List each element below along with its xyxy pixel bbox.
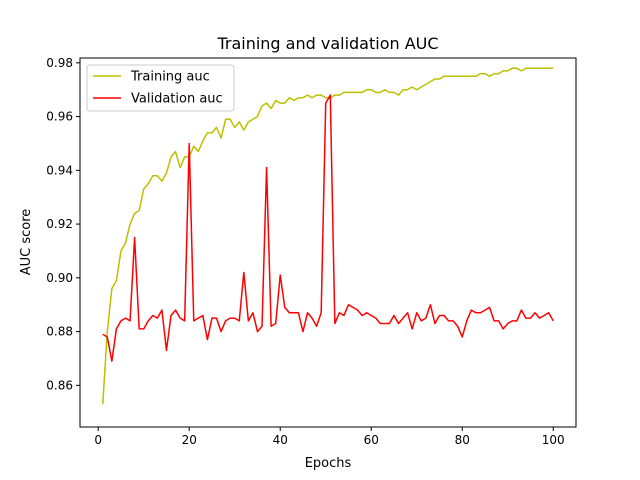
legend: Training auc Validation auc bbox=[86, 64, 235, 112]
y-tick-label: 0.94 bbox=[46, 163, 73, 177]
y-axis: 0.86 0.88 0.90 0.92 0.94 0.96 0.98 bbox=[46, 56, 80, 392]
legend-validation-auc-label: Validation auc bbox=[131, 92, 223, 107]
plot-area bbox=[79, 57, 577, 428]
y-tick-label: 0.88 bbox=[46, 325, 73, 339]
legend-training-auc-label: Training auc bbox=[130, 70, 210, 85]
y-tick-label: 0.96 bbox=[46, 110, 73, 124]
y-axis-label: AUC score bbox=[19, 209, 34, 276]
x-axis: 0 20 40 60 80 100 bbox=[94, 427, 565, 447]
y-tick-label: 0.98 bbox=[46, 56, 73, 70]
x-tick-label: 40 bbox=[273, 433, 288, 447]
y-tick-label: 0.90 bbox=[46, 271, 73, 285]
legend-box bbox=[86, 64, 235, 112]
y-tick-label: 0.92 bbox=[46, 217, 73, 231]
x-tick-label: 80 bbox=[455, 433, 470, 447]
plot-frame bbox=[79, 57, 577, 428]
x-tick-label: 20 bbox=[182, 433, 197, 447]
x-tick-label: 100 bbox=[542, 433, 565, 447]
series-lines bbox=[102, 67, 554, 405]
x-tick-label: 60 bbox=[364, 433, 379, 447]
chart-title: Training and validation AUC bbox=[216, 34, 438, 53]
y-tick-label: 0.86 bbox=[46, 378, 73, 392]
x-axis-label: Epochs bbox=[305, 456, 352, 471]
validation-auc-line bbox=[102, 94, 554, 362]
x-tick-label: 0 bbox=[94, 433, 102, 447]
